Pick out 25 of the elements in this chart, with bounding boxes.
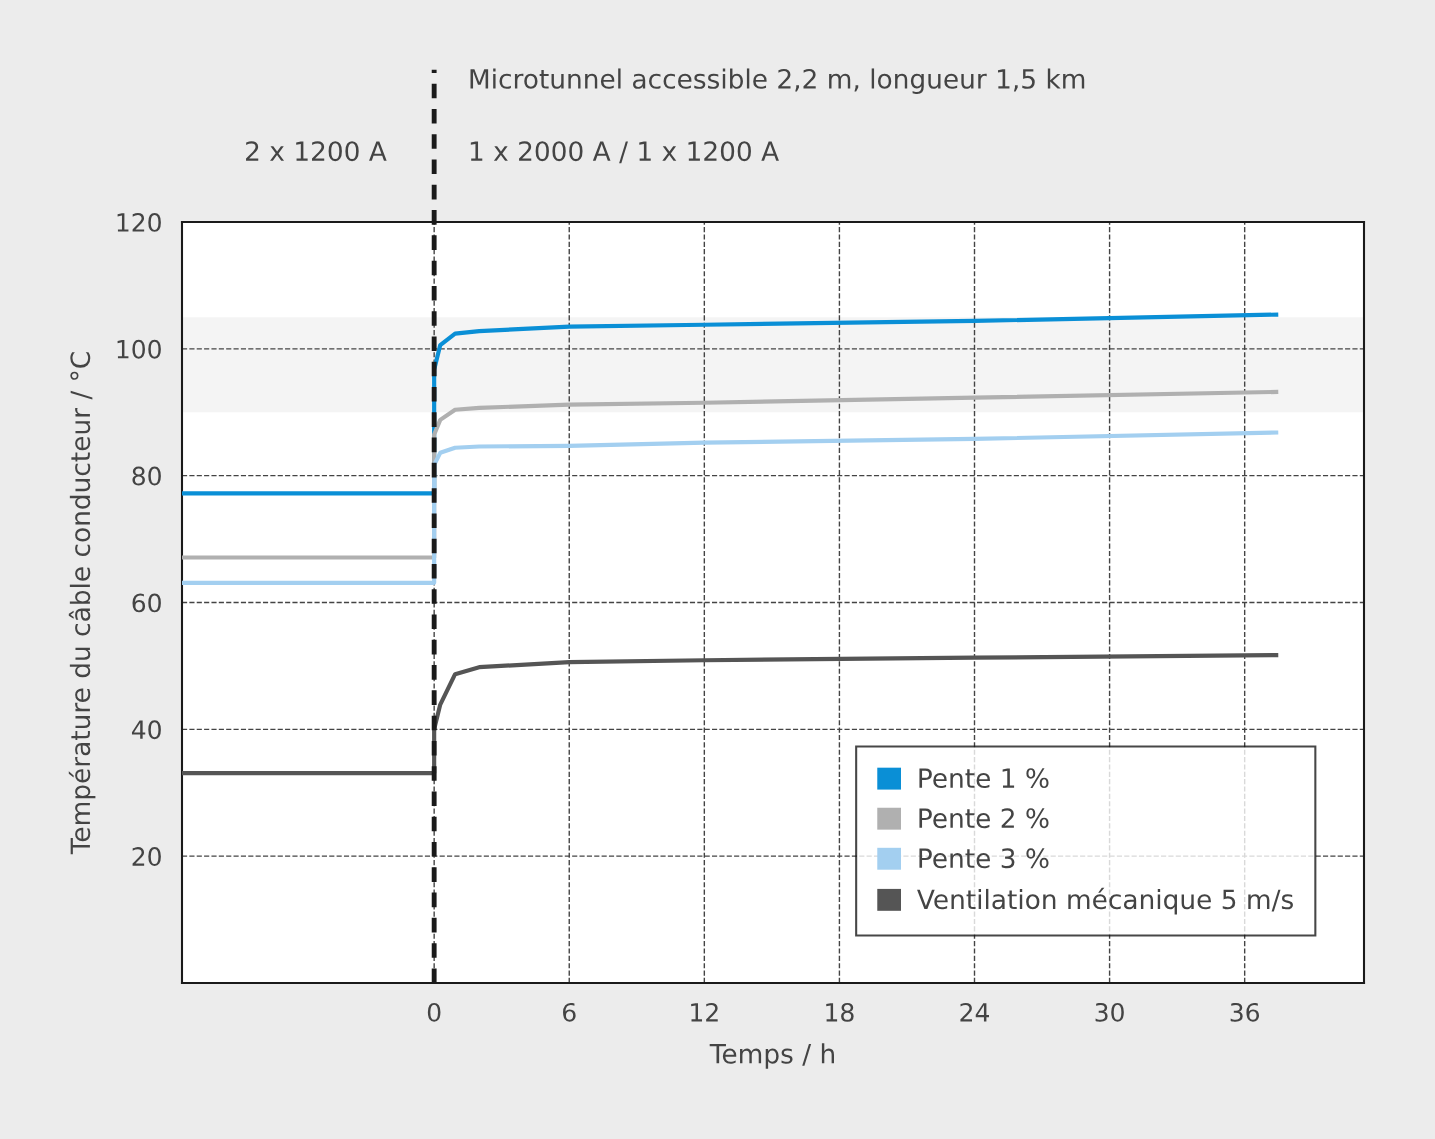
y-tick-label: 60 — [132, 593, 161, 613]
line-series — [182, 312, 1279, 496]
y-tick-label: 80 — [132, 466, 161, 486]
text: Microtunnel accessible 2,2 m, longueur 1,5 km — [470, 68, 1085, 94]
y-tick-label: 120 — [117, 212, 161, 232]
x-tick-label: 12 — [691, 1002, 718, 1022]
y-axis-title: Température du câble conducteur / °C — [68, 352, 96, 855]
x-tick-label: 0 — [427, 1002, 441, 1022]
x-tick-label: 18 — [826, 1002, 854, 1022]
x-tick-label: 36 — [1230, 1002, 1260, 1022]
x-tick-label: 30 — [1095, 1002, 1124, 1022]
legend-label: Pente 1 % — [919, 768, 1049, 789]
x-tick-label: 6 — [563, 1002, 576, 1022]
legend-label: Pente 2 % — [919, 808, 1049, 829]
y-tick-label: 40 — [131, 720, 161, 740]
line-series — [182, 430, 1279, 585]
legend-label: Ventilation mécanique 5 m/s — [917, 887, 1293, 915]
y-tick-label: 100 — [117, 339, 161, 359]
y-tick-label: 20 — [132, 847, 161, 867]
x-tick-label: 24 — [960, 1002, 990, 1022]
text: 2 x 1200 A — [246, 141, 387, 162]
x-axis-title: Temps / h — [709, 1043, 834, 1069]
legend-label: Pente 3 % — [919, 848, 1049, 869]
line-series — [182, 389, 1279, 560]
text: 1 x 2000 A / 1 x 1200 A — [470, 141, 779, 164]
